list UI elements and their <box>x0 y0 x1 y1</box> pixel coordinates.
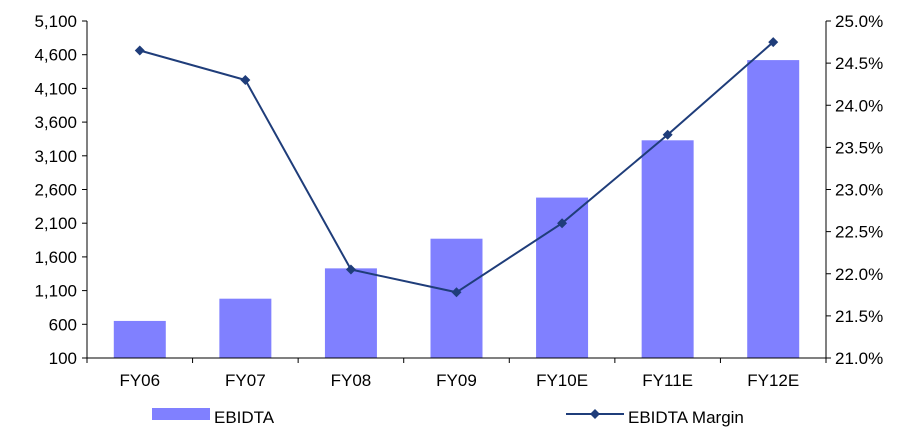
chart-axes <box>82 20 831 363</box>
right-tick-label: 23.0% <box>835 181 883 200</box>
right-tick-label: 25.0% <box>835 12 883 31</box>
bar-fy08 <box>324 268 377 358</box>
right-tick-label: 24.5% <box>835 54 883 73</box>
x-tick-label: FY09 <box>436 371 477 390</box>
x-tick-label: FY11E <box>642 371 693 390</box>
margin-line-series <box>134 37 779 298</box>
x-tick-label: FY12E <box>747 371 799 390</box>
right-tick-label: 21.5% <box>835 307 883 326</box>
left-tick-label: 3,100 <box>34 147 77 166</box>
left-tick-label: 1,600 <box>34 248 77 267</box>
margin-point-fy07 <box>240 74 251 85</box>
right-tick-label: 21.0% <box>835 349 883 368</box>
tick-labels: 100 600 1,100 1,600 2,100 2,600 3,100 3,600 4,10… <box>34 12 883 390</box>
legend-swatch-margin-marker <box>590 409 600 419</box>
x-tick-label: FY07 <box>225 371 266 390</box>
legend-label-ebidta: EBIDTA <box>214 408 275 427</box>
right-tick-label: 24.0% <box>835 96 883 115</box>
margin-point-fy08 <box>345 264 356 275</box>
left-tick-label: 4,600 <box>34 46 77 65</box>
legend: EBIDTA EBIDTA Margin <box>152 408 744 427</box>
bar-fy07 <box>219 298 272 358</box>
right-tick-label: 22.0% <box>835 265 883 284</box>
margin-point-fy11e <box>662 129 673 140</box>
left-tick-label: 100 <box>49 349 77 368</box>
margin-point-fy06 <box>134 45 145 56</box>
left-tick-label: 2,100 <box>34 214 77 233</box>
legend-swatch-ebidta <box>152 408 210 420</box>
bar-fy09 <box>430 238 483 358</box>
x-tick-label: FY10E <box>536 371 588 390</box>
right-tick-label: 23.5% <box>835 138 883 157</box>
bar-fy11e <box>641 140 694 358</box>
left-tick-label: 2,600 <box>34 181 77 200</box>
legend-label-margin: EBIDTA Margin <box>628 408 744 427</box>
margin-point-fy09 <box>451 287 462 298</box>
bar-fy06 <box>113 320 166 358</box>
bar-fy12e <box>747 60 800 358</box>
left-tick-label: 600 <box>49 315 77 334</box>
left-tick-label: 4,100 <box>34 79 77 98</box>
x-tick-label: FY06 <box>119 371 160 390</box>
right-tick-label: 22.5% <box>835 223 883 242</box>
ebidta-bars <box>113 60 800 358</box>
margin-point-fy12e <box>768 37 779 48</box>
left-tick-label: 5,100 <box>34 12 77 31</box>
x-tick-label: FY08 <box>331 371 372 390</box>
left-tick-label: 3,600 <box>34 113 77 132</box>
margin-point-fy10e <box>557 218 568 229</box>
left-tick-label: 1,100 <box>34 282 77 301</box>
